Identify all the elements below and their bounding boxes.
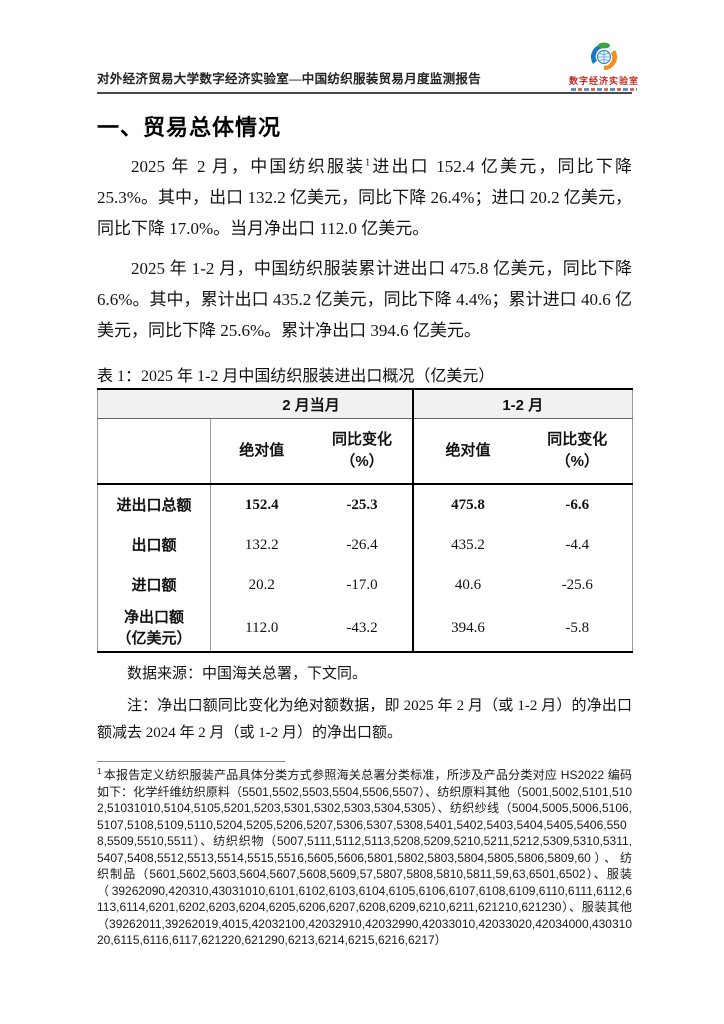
table-row-exports: 出口额 132.2 -26.4 435.2 -4.4 [97,525,633,565]
cell-value: -26.4 [312,525,413,565]
footnote-reference-mark: 1 [365,157,371,169]
cell-value: 152.4 [210,484,313,525]
row-label: 净出口额 （亿美元） [97,605,211,652]
footnote-text: 本报告定义纺织服装产品具体分类方式参照海关总署分类标准，所涉及产品分类对应 HS… [97,768,632,947]
calculation-note: 注：净出口额同比变化为绝对额数据，即 2025 年 2 月（或 1-2 月）的净… [97,698,632,741]
footnote-marker: 1 [97,767,102,776]
col-header-yoy-1: 同比变化 （%） [312,418,413,485]
table-group-header-row: 2 月当月 1-2 月 [97,389,633,419]
table-caption: 表 1：2025 年 1-2 月中国纺织服装进出口概况（亿美元） [97,368,495,385]
cell-value: 475.8 [411,484,523,525]
paragraph-text: 进出口 152.4 亿美元，同比下降 25.3%。其中，出口 132.2 亿美元… [97,157,633,238]
group-header-current-month: 2 月当月 [210,389,413,419]
trade-overview-table: 2 月当月 1-2 月 绝对值 同比变化 （%） 绝对值 同比变化 （%） 进出… [97,388,634,653]
cell-value: -4.4 [522,525,633,565]
paragraph-cumulative-overview: 2025 年 1-2 月，中国纺织服装累计进出口 475.8 亿美元，同比下降 … [97,259,632,340]
row-label: 进口额 [97,565,211,605]
lab-logo-icon [590,42,618,71]
group-header-cumulative: 1-2 月 [411,389,633,419]
page-header: 对外经济贸易大学数字经济实验室—中国纺织服装贸易月度监测报告 数字经济实验室 [97,42,638,94]
cell-value: -43.2 [312,605,413,652]
paragraph-monthly-overview: 2025 年 2 月，中国纺织服装1进出口 152.4 亿美元，同比下降 25.… [97,151,632,244]
cell-value: 435.2 [411,525,523,565]
row-label: 进出口总额 [97,484,211,525]
table-row-net-exports: 净出口额 （亿美元） 112.0 -43.2 394.6 -5.8 [97,605,633,652]
cell-value: -5.8 [522,605,633,652]
data-source-note: 数据来源：中国海关总署，下文同。 [127,666,368,682]
table-row-total: 进出口总额 152.4 -25.3 475.8 -6.6 [97,484,633,525]
row-label: 出口额 [97,525,211,565]
footnote-definition: 1 本报告定义纺织服装产品具体分类方式参照海关总署分类标准，所涉及产品分类对应 H… [97,767,632,949]
running-header-title: 对外经济贸易大学数字经济实验室—中国纺织服装贸易月度监测报告 [97,72,482,86]
table-sub-header-row: 绝对值 同比变化 （%） 绝对值 同比变化 （%） [97,418,633,485]
cell-value: -25.6 [522,565,633,605]
cell-value: 20.2 [210,565,313,605]
stub-blank-cell [97,418,211,485]
footnote-separator [97,761,285,762]
col-header-absolute-1: 绝对值 [210,418,313,485]
table-row-imports: 进口额 20.2 -17.0 40.6 -25.6 [97,565,633,605]
col-header-absolute-2: 绝对值 [411,418,523,485]
cell-value: 40.6 [411,565,523,605]
col-header-yoy-2: 同比变化 （%） [522,418,633,485]
cell-value: 394.6 [411,605,523,652]
lab-logo: 数字经济实验室 [568,41,640,91]
lab-logo-caption-decoration [571,88,637,91]
lab-logo-text: 数字经济实验室 [568,76,639,86]
cell-value: -17.0 [312,565,413,605]
paragraph-text: 2025 年 2 月，中国纺织服装 [131,157,366,176]
cell-value: 112.0 [210,605,313,652]
stub-blank-cell [97,389,211,419]
cell-value: -6.6 [522,484,633,525]
section-title: 一、贸易总体情况 [97,115,282,140]
cell-value: 132.2 [210,525,313,565]
cell-value: -25.3 [312,484,413,525]
